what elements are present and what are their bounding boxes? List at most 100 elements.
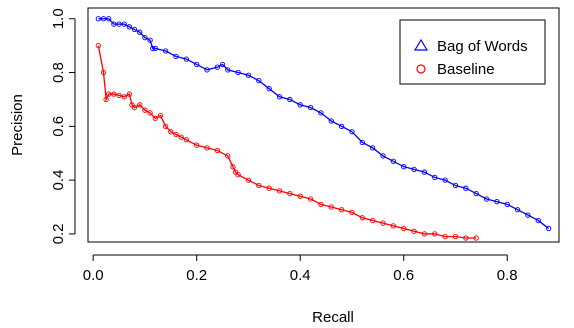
data-point-bag-of-words	[535, 217, 541, 224]
x-tick-label: 0.2	[186, 267, 207, 284]
data-point-baseline	[380, 220, 386, 226]
data-point-baseline	[126, 91, 133, 97]
legend-marker-baseline	[416, 64, 426, 74]
x-tick-label: 0.0	[83, 267, 104, 284]
series-baseline	[95, 43, 479, 241]
data-point-bag-of-words	[235, 69, 241, 76]
y-tick-label: 0.6	[50, 116, 67, 137]
x-tick-label: 0.8	[497, 267, 518, 284]
data-point-baseline	[162, 123, 169, 129]
data-point-baseline	[157, 112, 164, 119]
data-point-bag-of-words	[359, 139, 365, 146]
data-point-bag-of-words	[106, 16, 112, 22]
data-point-bag-of-words	[442, 177, 448, 183]
data-point-bag-of-words	[152, 45, 158, 51]
axes: 0.0 0.2 0.4 0.6 0.8 0.2 0.4 0.6 0.8 1.0	[50, 8, 518, 284]
series-line-bag-of-words	[98, 18, 550, 230]
data-point-bag-of-words	[432, 174, 438, 181]
data-point-bag-of-words	[380, 153, 386, 159]
data-point-bag-of-words	[266, 86, 272, 92]
series-layer	[95, 16, 552, 241]
data-point-bag-of-words	[214, 64, 221, 70]
data-point-bag-of-words	[126, 24, 133, 30]
data-point-baseline	[100, 69, 107, 76]
data-point-bag-of-words	[307, 104, 314, 111]
data-point-bag-of-words	[150, 45, 156, 51]
data-point-bag-of-words	[349, 129, 355, 135]
data-point-baseline	[318, 201, 324, 207]
data-point-bag-of-words	[463, 185, 469, 191]
data-point-baseline	[142, 107, 148, 113]
data-point-baseline	[307, 196, 314, 202]
legend-label-bag-of-words: Bag of Words	[437, 38, 528, 55]
data-point-baseline	[194, 142, 200, 148]
data-point-baseline	[256, 182, 262, 189]
data-point-baseline	[121, 94, 127, 100]
data-point-baseline	[103, 96, 109, 103]
data-point-baseline	[225, 153, 231, 159]
data-point-bag-of-words	[225, 67, 231, 73]
data-point-bag-of-words	[131, 26, 138, 33]
data-point-bag-of-words	[328, 118, 334, 124]
x-axis-title: Recall	[312, 309, 354, 326]
data-point-bag-of-words	[245, 72, 252, 78]
data-point-baseline	[137, 102, 143, 108]
data-point-baseline	[111, 91, 117, 97]
data-point-baseline	[266, 185, 272, 191]
data-point-baseline	[463, 235, 469, 241]
data-point-baseline	[235, 172, 241, 178]
data-point-baseline	[328, 204, 334, 210]
data-point-baseline	[421, 231, 428, 237]
data-point-bag-of-words	[483, 196, 490, 202]
legend-marker-bag-of-words	[413, 38, 429, 51]
data-point-baseline	[178, 134, 184, 140]
data-point-bag-of-words	[121, 21, 127, 27]
data-point-baseline	[401, 225, 407, 232]
y-tick-label: 0.2	[50, 224, 67, 245]
data-point-baseline	[147, 110, 153, 116]
legend-box	[399, 19, 546, 85]
series-bag-of-words	[95, 16, 552, 232]
data-point-bag-of-words	[173, 53, 179, 60]
data-point-bag-of-words	[204, 67, 210, 73]
data-point-baseline	[338, 207, 345, 213]
data-point-baseline	[297, 193, 303, 199]
data-point-baseline	[432, 231, 438, 237]
data-point-bag-of-words	[401, 164, 407, 170]
data-point-baseline	[95, 43, 102, 49]
data-point-bag-of-words	[318, 110, 324, 116]
data-point-baseline	[214, 147, 221, 154]
data-point-bag-of-words	[297, 102, 303, 108]
data-point-bag-of-words	[546, 225, 552, 232]
data-point-baseline	[349, 209, 355, 216]
legend: Bag of Words Baseline	[399, 19, 546, 85]
data-point-bag-of-words	[411, 166, 417, 173]
data-point-bag-of-words	[338, 123, 345, 129]
data-point-baseline	[152, 115, 158, 121]
data-point-baseline	[370, 217, 376, 224]
data-point-baseline	[287, 190, 293, 197]
data-point-bag-of-words	[194, 61, 200, 68]
data-point-baseline	[245, 177, 252, 183]
data-point-baseline	[168, 129, 174, 135]
data-point-bag-of-words	[494, 199, 500, 205]
data-point-baseline	[230, 164, 236, 170]
data-point-baseline	[116, 92, 122, 99]
data-point-baseline	[359, 215, 365, 221]
data-point-baseline	[204, 145, 210, 151]
data-point-baseline	[390, 223, 397, 229]
data-point-bag-of-words	[95, 16, 102, 22]
data-point-bag-of-words	[142, 34, 148, 41]
data-point-bag-of-words	[514, 207, 521, 213]
y-tick-label: 0.8	[50, 62, 67, 83]
data-point-bag-of-words	[421, 169, 428, 175]
y-tick-label: 1.0	[50, 8, 67, 29]
data-point-baseline	[473, 235, 479, 241]
data-point-baseline	[183, 137, 189, 143]
data-point-bag-of-words	[147, 37, 153, 43]
data-point-bag-of-words	[390, 158, 397, 164]
data-point-baseline	[106, 91, 112, 97]
data-point-bag-of-words	[116, 21, 122, 27]
y-tick-label: 0.4	[50, 170, 67, 191]
